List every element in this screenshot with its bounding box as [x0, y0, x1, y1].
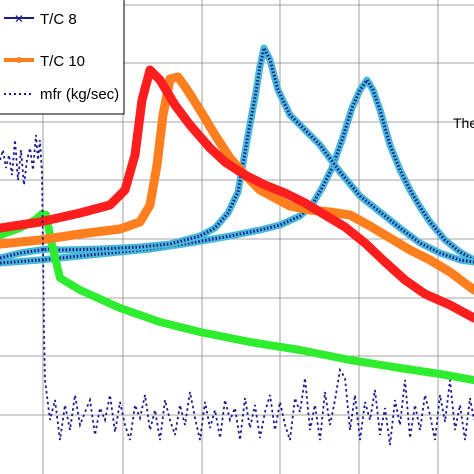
- series-line-series-b: [0, 210, 474, 384]
- legend-marker-tc10: [16, 57, 22, 63]
- series-layer: [0, 44, 474, 446]
- series-line-series-c: [0, 78, 474, 265]
- legend-label-mfr: mfr (kg/sec): [40, 86, 119, 103]
- annotation-text: The: [453, 115, 474, 131]
- legend-entry-tc10: T/C 10: [4, 53, 85, 70]
- legend-marker-tc8: ✕: [14, 12, 24, 26]
- legend-label-tc10: T/C 10: [40, 53, 85, 70]
- series-line-t-c-10: [0, 72, 474, 295]
- legend-entry-mfr: mfr (kg/sec): [4, 86, 119, 103]
- legend-label-tc8: T/C 8: [40, 11, 77, 28]
- series-glow-t-c-8: [0, 44, 474, 266]
- legend: ✕ T/C 8 T/C 10 mfr (kg/sec): [0, 0, 125, 115]
- series-line-series-a: [0, 65, 474, 323]
- legend-entry-tc8: ✕ T/C 8: [4, 11, 77, 28]
